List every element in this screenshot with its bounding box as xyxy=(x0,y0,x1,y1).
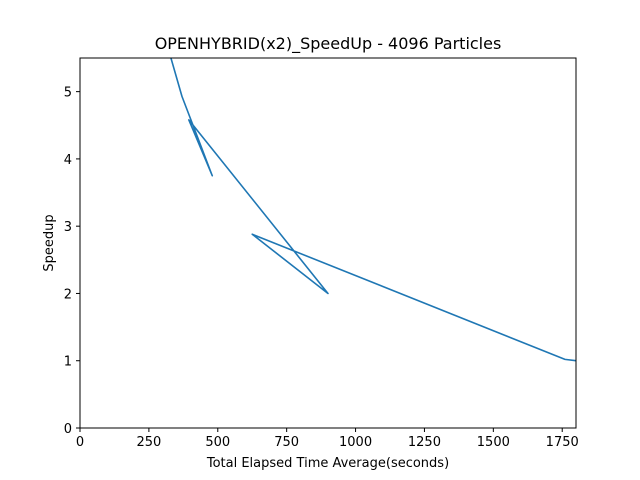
chart-title: OPENHYBRID(x2)_SpeedUp - 4096 Particles xyxy=(155,34,502,54)
x-tick-label: 1000 xyxy=(339,435,372,450)
x-tick-label: 750 xyxy=(274,435,299,450)
y-tick-label: 3 xyxy=(64,220,72,235)
y-axis-ticks: 0 1 2 3 4 5 xyxy=(64,86,80,437)
x-axis-label: Total Elapsed Time Average(seconds) xyxy=(206,456,449,471)
y-tick-label: 5 xyxy=(64,86,72,101)
y-tick-label: 0 xyxy=(64,422,72,437)
y-tick-label: 1 xyxy=(64,355,72,370)
x-tick-label: 250 xyxy=(136,435,161,450)
series-line-0 xyxy=(170,58,576,362)
x-tick-label: 0 xyxy=(76,435,84,450)
series-layer xyxy=(170,58,576,362)
x-tick-label: 1250 xyxy=(408,435,441,450)
y-axis-label: Speedup xyxy=(42,214,57,271)
x-axis-ticks: 0 250 500 750 1000 1250 1500 1750 xyxy=(76,428,579,450)
y-tick-label: 2 xyxy=(64,287,72,302)
y-tick-label: 4 xyxy=(64,153,72,168)
axes-frame xyxy=(79,57,577,429)
x-tick-label: 1750 xyxy=(546,435,579,450)
x-tick-label: 1500 xyxy=(477,435,510,450)
x-tick-label: 500 xyxy=(205,435,230,450)
